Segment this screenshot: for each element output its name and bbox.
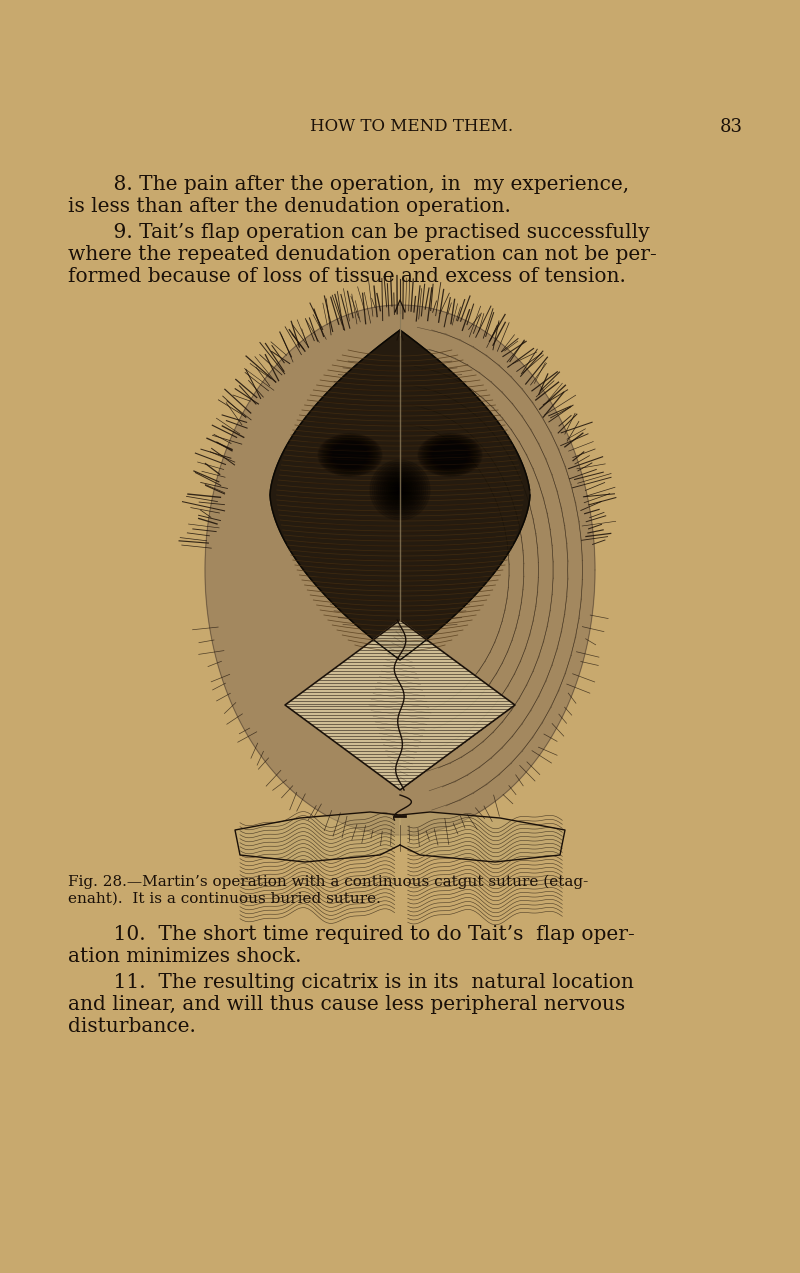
- Polygon shape: [425, 438, 475, 472]
- Polygon shape: [318, 434, 382, 476]
- Polygon shape: [427, 439, 473, 471]
- Polygon shape: [333, 443, 367, 466]
- Text: is less than after the denudation operation.: is less than after the denudation operat…: [68, 197, 511, 216]
- Polygon shape: [331, 442, 369, 467]
- Polygon shape: [388, 477, 412, 502]
- Polygon shape: [285, 620, 515, 791]
- Polygon shape: [386, 476, 414, 504]
- Polygon shape: [324, 438, 376, 472]
- Polygon shape: [396, 486, 404, 494]
- Polygon shape: [330, 442, 370, 468]
- Polygon shape: [382, 472, 418, 508]
- Polygon shape: [423, 437, 478, 474]
- Polygon shape: [433, 443, 467, 466]
- Polygon shape: [429, 440, 471, 470]
- Polygon shape: [380, 470, 420, 510]
- Polygon shape: [432, 443, 468, 467]
- Text: 10.  The short time required to do Tait’s  flap oper-: 10. The short time required to do Tait’s…: [88, 925, 634, 945]
- Polygon shape: [321, 435, 379, 475]
- Polygon shape: [392, 482, 408, 498]
- Text: disturbance.: disturbance.: [68, 1017, 196, 1036]
- Polygon shape: [235, 812, 400, 862]
- Polygon shape: [419, 434, 481, 475]
- Text: formed because of loss of tissue and excess of tension.: formed because of loss of tissue and exc…: [68, 267, 626, 286]
- Text: 83: 83: [720, 118, 743, 136]
- Polygon shape: [326, 438, 374, 471]
- Text: 8. The pain after the operation, in  my experience,: 8. The pain after the operation, in my e…: [88, 174, 629, 193]
- Text: 9. Tait’s flap operation can be practised successfully: 9. Tait’s flap operation can be practise…: [88, 223, 650, 242]
- Polygon shape: [426, 438, 474, 471]
- Polygon shape: [330, 442, 370, 468]
- Polygon shape: [270, 330, 530, 659]
- Text: where the repeated denudation operation can not be per-: where the repeated denudation operation …: [68, 244, 657, 264]
- Polygon shape: [319, 434, 381, 475]
- Polygon shape: [431, 442, 469, 467]
- Polygon shape: [424, 438, 477, 472]
- Polygon shape: [318, 434, 382, 476]
- Polygon shape: [327, 439, 373, 471]
- Polygon shape: [328, 440, 372, 470]
- Polygon shape: [332, 443, 368, 467]
- Text: HOW TO MEND THEM.: HOW TO MEND THEM.: [310, 118, 513, 135]
- Polygon shape: [384, 474, 416, 505]
- Text: enaht).  It is a continuous buried suture.: enaht). It is a continuous buried suture…: [68, 892, 381, 906]
- Polygon shape: [421, 435, 479, 475]
- Polygon shape: [376, 466, 424, 514]
- Polygon shape: [329, 440, 371, 470]
- Polygon shape: [418, 434, 482, 476]
- Polygon shape: [430, 442, 470, 468]
- Polygon shape: [323, 437, 378, 474]
- Polygon shape: [326, 439, 374, 471]
- Polygon shape: [374, 465, 426, 516]
- Polygon shape: [398, 488, 402, 491]
- Polygon shape: [378, 468, 422, 512]
- Polygon shape: [325, 438, 375, 472]
- Polygon shape: [418, 434, 482, 476]
- Polygon shape: [320, 435, 380, 475]
- Text: 11.  The resulting cicatrix is in its  natural location: 11. The resulting cicatrix is in its nat…: [88, 973, 634, 992]
- Polygon shape: [372, 462, 428, 518]
- Polygon shape: [334, 444, 366, 466]
- Polygon shape: [420, 435, 480, 475]
- Text: and linear, and will thus cause less peripheral nervous: and linear, and will thus cause less per…: [68, 995, 625, 1015]
- Polygon shape: [370, 460, 430, 519]
- Polygon shape: [428, 440, 472, 470]
- Polygon shape: [400, 812, 565, 862]
- Polygon shape: [426, 439, 474, 471]
- Polygon shape: [434, 444, 466, 466]
- Polygon shape: [394, 484, 406, 496]
- Polygon shape: [205, 306, 595, 835]
- Polygon shape: [390, 480, 410, 500]
- Text: Fig. 28.—Martin’s operation with a continuous catgut suture (etag-: Fig. 28.—Martin’s operation with a conti…: [68, 875, 588, 890]
- Polygon shape: [430, 442, 470, 468]
- Polygon shape: [322, 437, 378, 474]
- Text: ation minimizes shock.: ation minimizes shock.: [68, 947, 302, 966]
- Polygon shape: [422, 437, 478, 474]
